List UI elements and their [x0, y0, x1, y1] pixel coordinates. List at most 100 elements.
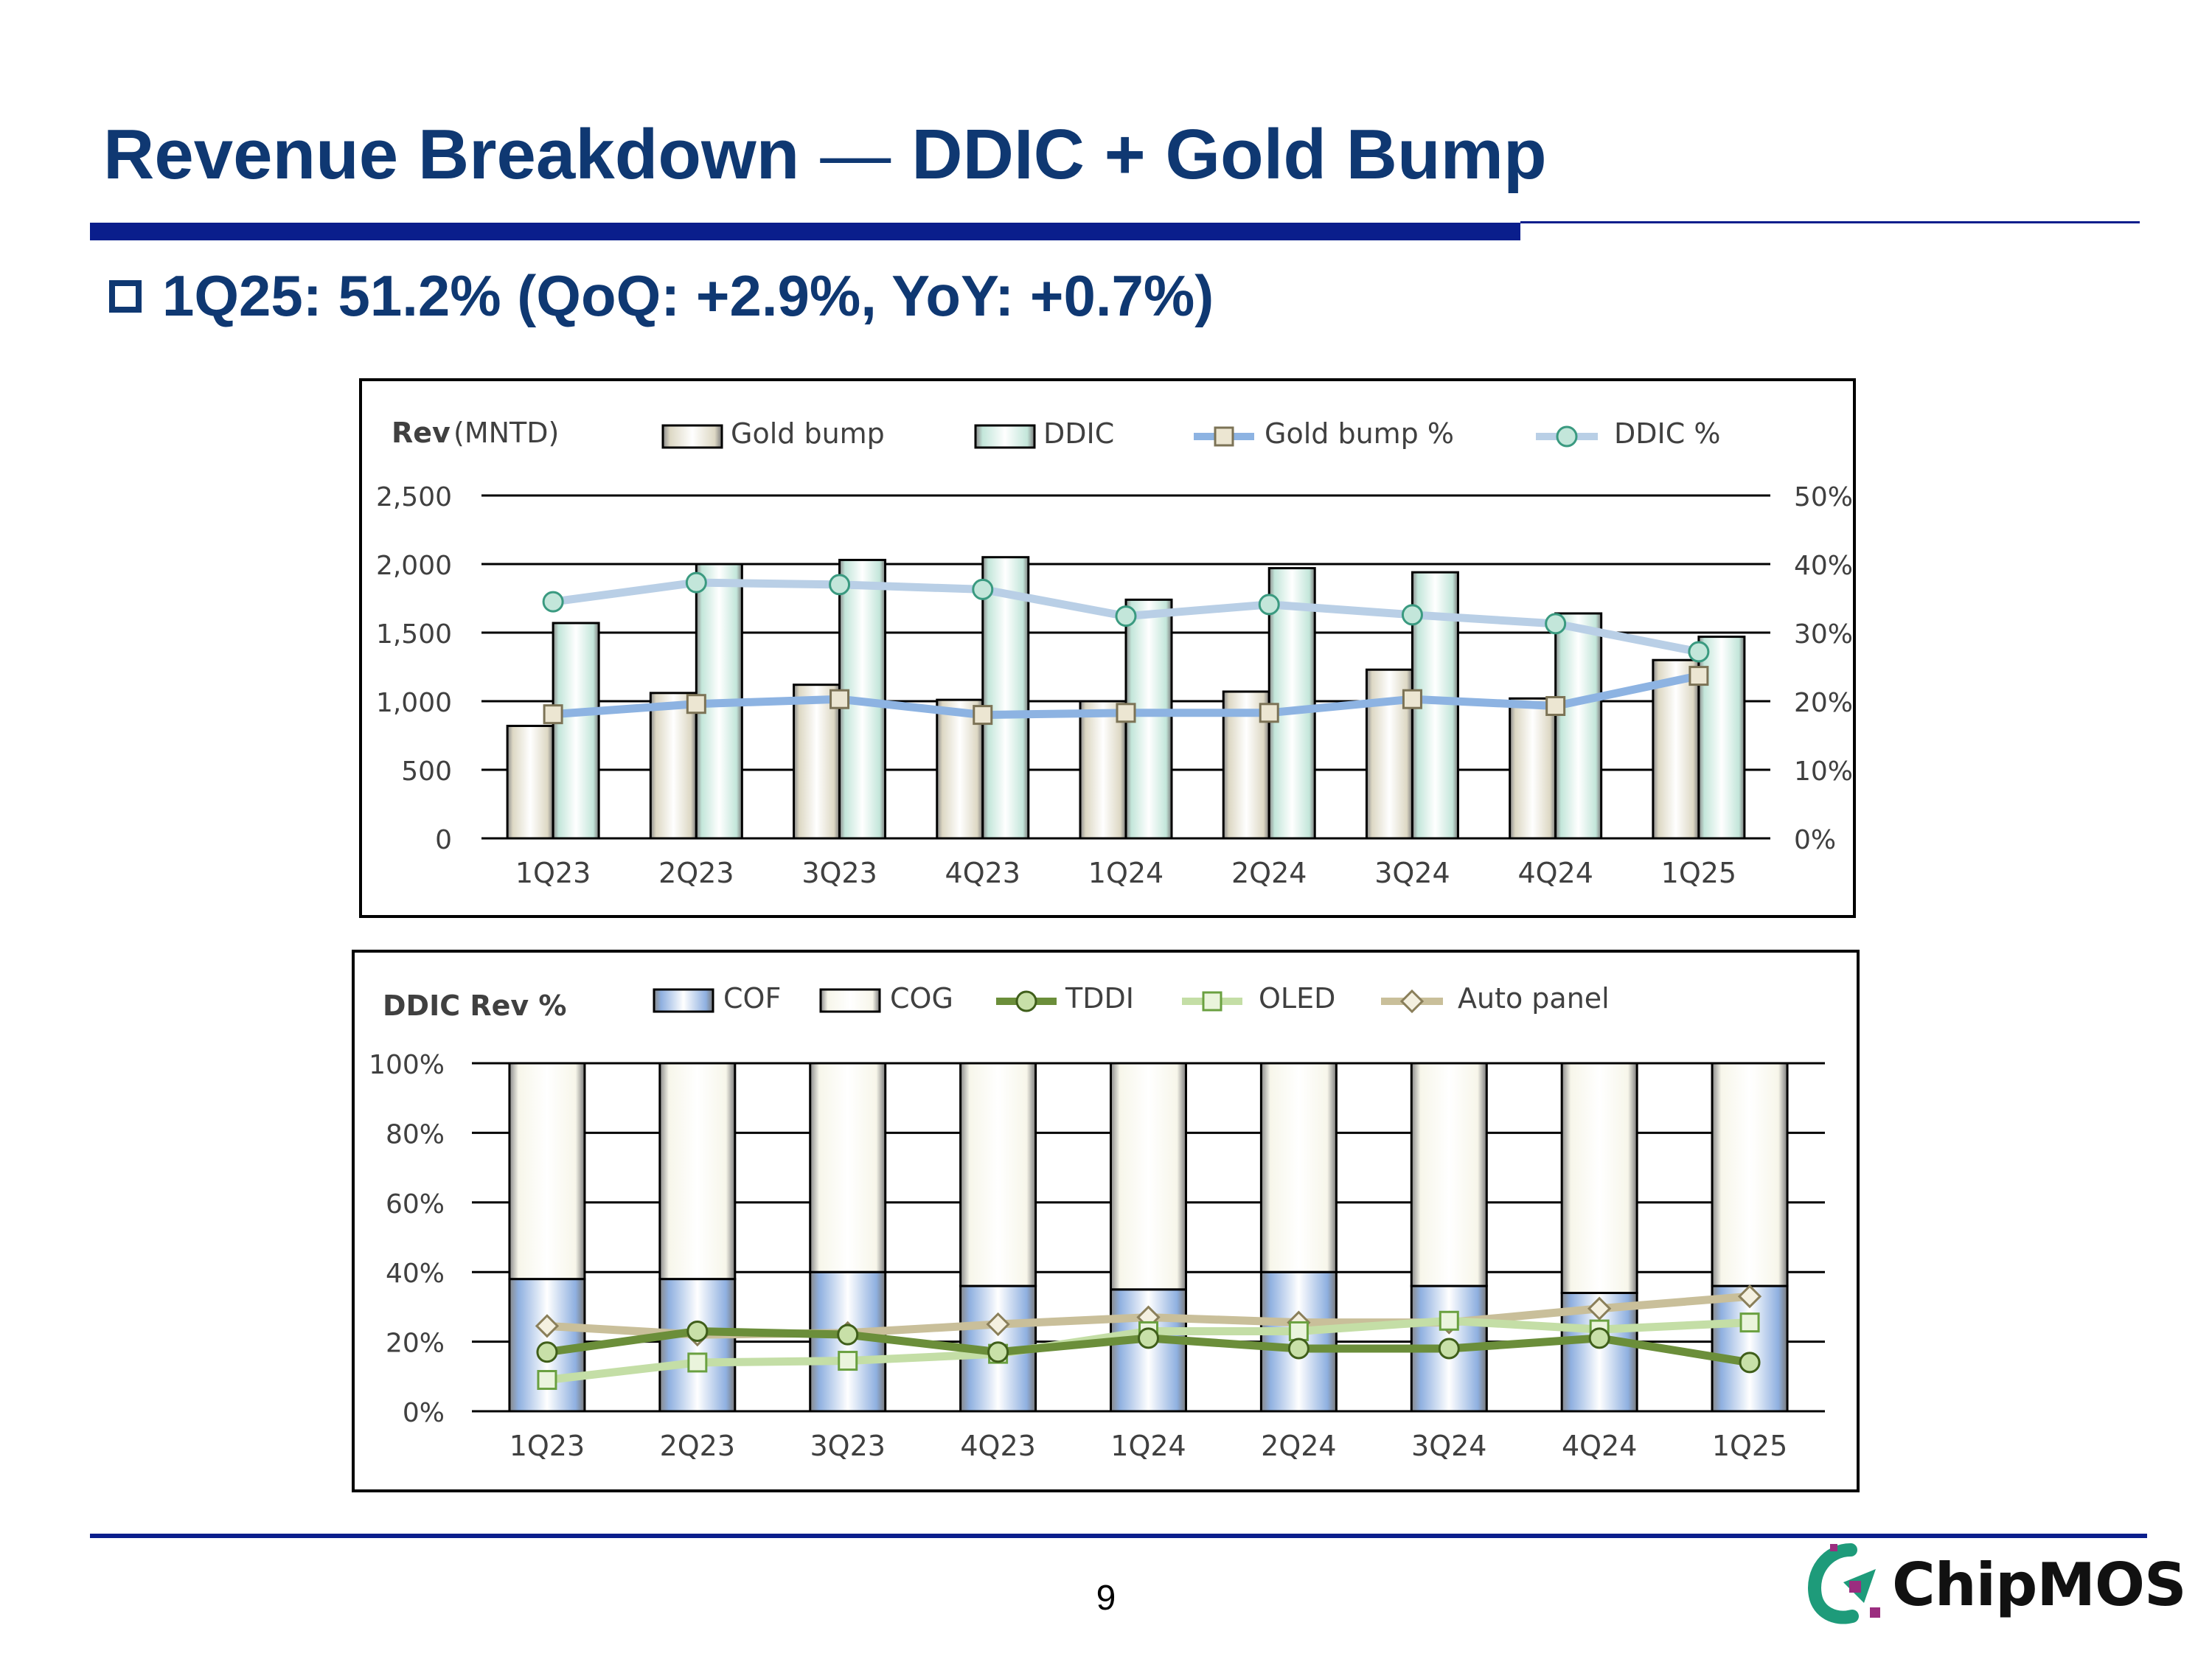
chart-title-unit: (MNTD): [453, 417, 559, 449]
revenue-chart-svg: 0 500 1,000 1,500 2,000 2,500 0% 10% 20% 30% 40% 50…: [376, 417, 1853, 889]
slide-title: Revenue Breakdown — DDIC + Gold Bump: [103, 119, 1547, 190]
x-tick-label: 3Q24: [1374, 857, 1450, 889]
point-tddi: [987, 1341, 1009, 1363]
x-tick-label: 1Q24: [1110, 1430, 1186, 1462]
y-tick-label: 0: [435, 825, 452, 855]
point-auto-panel: [1737, 1284, 1762, 1309]
bar-ddic: [1554, 612, 1603, 840]
legend-label-ddic: DDIC: [1043, 417, 1114, 450]
point-auto-panel: [535, 1314, 560, 1338]
legend-label-cof: COF: [723, 982, 781, 1015]
legend-label-oled: OLED: [1259, 982, 1335, 1015]
point-ddic-pct: [972, 578, 994, 600]
y-tick-label: 20%: [386, 1329, 445, 1359]
bar-gold-bump: [1079, 700, 1127, 840]
title-main: Revenue Breakdown: [103, 115, 800, 194]
bar-cog: [1560, 1062, 1638, 1295]
x-tick-label: 2Q24: [1261, 1430, 1336, 1462]
legend-swatch-ddic: [974, 424, 1036, 449]
point-ddic-pct: [1258, 594, 1280, 616]
bar-cog: [1711, 1062, 1789, 1287]
point-gold-bump-pct: [1116, 703, 1136, 723]
bar-cog: [1410, 1062, 1488, 1287]
y2-tick-label: 50%: [1794, 482, 1853, 512]
bar-ddic: [981, 556, 1030, 840]
ddic-mix-chart: 0% 20% 40% 60% 80% 100% 1Q23 2Q23 3Q23 4Q23 1Q24 2Q…: [352, 950, 1860, 1492]
x-tick-label: 1Q23: [515, 857, 591, 889]
title-underline-thick: [90, 223, 1520, 240]
point-ddic-pct: [829, 574, 851, 596]
chipmos-logo-icon: [1808, 1543, 1880, 1624]
y2-tick-label: 10%: [1794, 757, 1853, 787]
y-tick-label: 80%: [386, 1119, 445, 1150]
checkbox-bullet-icon: [109, 280, 142, 313]
point-gold-bump-pct: [543, 704, 563, 725]
point-oled: [537, 1370, 557, 1391]
point-gold-bump-pct: [1545, 696, 1566, 717]
point-oled: [687, 1352, 708, 1373]
legend-label-auto-panel: Auto panel: [1458, 982, 1610, 1015]
point-tddi: [1588, 1327, 1610, 1349]
point-ddic-pct: [1115, 605, 1137, 627]
point-tddi: [686, 1320, 709, 1342]
y-tick-label: 40%: [386, 1259, 445, 1289]
x-tick-label: 1Q23: [509, 1430, 585, 1462]
point-gold-bump-pct: [830, 689, 850, 709]
point-ddic-pct: [542, 591, 564, 613]
page-number: 9: [1096, 1579, 1116, 1618]
legend-marker-oled: [1202, 991, 1222, 1012]
point-gold-bump-pct: [1259, 703, 1279, 723]
point-ddic-pct: [1401, 604, 1423, 626]
summary-text: 1Q25: 51.2% (QoQ: +2.9%, YoY: +0.7%): [162, 263, 1214, 328]
bar-cog: [508, 1062, 586, 1281]
footer-rule: [90, 1534, 2147, 1538]
y-tick-label: 500: [401, 757, 452, 787]
y-tick-label: 2,500: [376, 482, 452, 512]
point-ddic-pct: [685, 571, 707, 594]
title-underline-thin: [1520, 221, 2140, 223]
chart-title: DDIC Rev %: [383, 990, 566, 1022]
point-ddic-pct: [1688, 641, 1710, 663]
x-tick-label: 4Q24: [1517, 857, 1593, 889]
series-ddic-pct: [542, 571, 1710, 663]
x-tick-label: 1Q25: [1661, 857, 1736, 889]
legend-label-tddi: TDDI: [1065, 982, 1134, 1015]
point-tddi: [837, 1324, 859, 1346]
point-tddi: [1739, 1352, 1761, 1374]
bar-gold-bump: [649, 692, 698, 840]
title-dash: —: [820, 115, 891, 194]
point-oled: [1288, 1321, 1309, 1341]
y-tick-label: 60%: [386, 1189, 445, 1220]
x-tick-label: 3Q23: [801, 857, 877, 889]
bar-gold-bump: [1652, 658, 1700, 840]
bar-cog: [658, 1062, 737, 1281]
point-ddic-pct: [1545, 613, 1567, 635]
ddic-mix-chart-svg: 0% 20% 40% 60% 80% 100% 1Q23 2Q23 3Q23 4Q23 1Q24 2Q…: [369, 982, 1825, 1462]
bar-ddic: [552, 622, 600, 840]
point-auto-panel: [986, 1312, 1010, 1337]
x-tick-label: 2Q24: [1231, 857, 1307, 889]
title-sub: DDIC + Gold Bump: [911, 115, 1547, 194]
x-tick-label: 3Q24: [1411, 1430, 1486, 1462]
point-oled: [838, 1351, 858, 1371]
legend-swatch-gold-bump: [661, 424, 723, 449]
revenue-chart: 0 500 1,000 1,500 2,000 2,500 0% 10% 20% 30% 40% 50…: [359, 378, 1856, 918]
bar-cog: [1259, 1062, 1338, 1273]
y2-tick-label: 20%: [1794, 688, 1853, 718]
legend-label-gold-bump-pct: Gold bump %: [1265, 417, 1454, 450]
y-tick-label: 100%: [369, 1050, 445, 1080]
x-tick-label: 4Q23: [945, 857, 1020, 889]
chart-title-bold: Rev: [392, 417, 451, 449]
legend-swatch-cof: [653, 988, 714, 1013]
point-tddi: [1287, 1338, 1310, 1360]
series-gold-bump-pct: [543, 666, 1709, 726]
legend-marker-gold-bump-pct: [1214, 426, 1234, 447]
x-tick-label: 4Q24: [1562, 1430, 1637, 1462]
x-tick-label: 4Q23: [960, 1430, 1035, 1462]
point-gold-bump-pct: [1402, 689, 1422, 709]
bar-cog: [1110, 1062, 1187, 1291]
summary-bullet: 1Q25: 51.2% (QoQ: +2.9%, YoY: +0.7%): [109, 267, 1214, 324]
legend: Gold bump DDIC Gold bump % DDIC %: [661, 417, 1720, 450]
x-tick-label: 1Q24: [1088, 857, 1164, 889]
x-tick-label: 2Q23: [658, 857, 734, 889]
